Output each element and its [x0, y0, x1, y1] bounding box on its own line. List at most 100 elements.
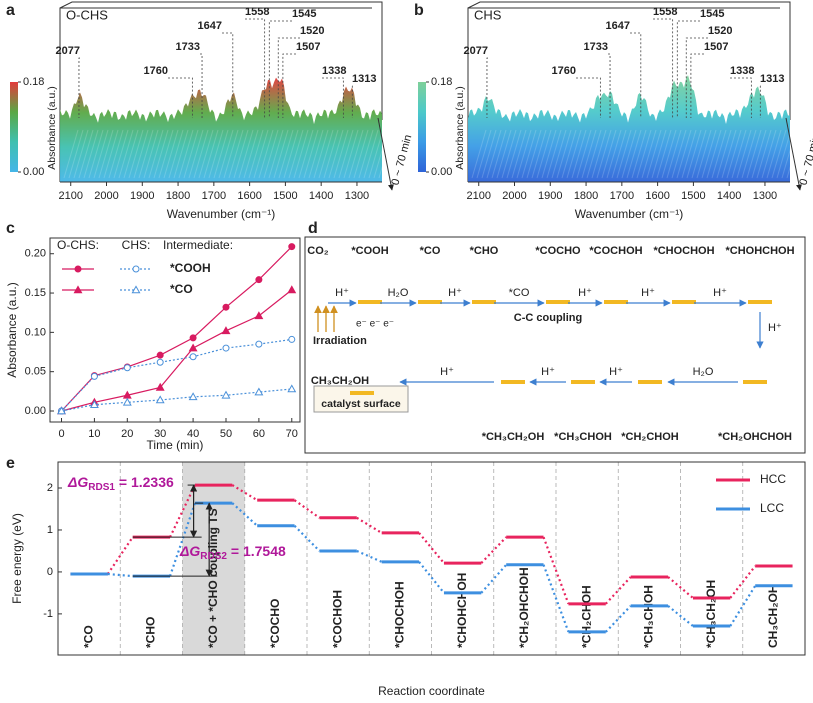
- surface-streak: [368, 129, 384, 179]
- surface-streak: [268, 129, 284, 179]
- x-tick-label: 10: [88, 428, 100, 440]
- annotation-text: = 1.2336: [115, 474, 174, 490]
- surface-streak: [373, 129, 389, 179]
- colorbar-label: Absorbance (a.u.): [46, 86, 58, 169]
- surface-streak: [263, 129, 279, 179]
- surface-streak: [283, 129, 299, 179]
- surface-streak: [198, 129, 214, 179]
- surface-streak: [781, 129, 797, 179]
- peak-label: 1313: [760, 73, 784, 85]
- marker: [222, 344, 230, 352]
- peak-label: 1338: [730, 65, 754, 77]
- surface-streak: [776, 129, 792, 179]
- surface-streak: [771, 129, 787, 179]
- surface-streak: [238, 129, 254, 179]
- x-tick-label: 1800: [166, 190, 190, 202]
- surface-streak: [686, 129, 702, 179]
- marker: [254, 387, 264, 396]
- surface-bar: [358, 300, 382, 304]
- category-label: *CH₃CH₂OH: [704, 580, 718, 648]
- surface-streak: [333, 129, 349, 179]
- legend-header: O-CHS:: [57, 238, 99, 252]
- colorbar-tick-label: 0.18: [23, 76, 44, 88]
- x-tick-label: 30: [154, 428, 166, 440]
- x-tick-label: 2000: [502, 190, 526, 202]
- connector: [480, 536, 507, 564]
- surface-streak: [328, 129, 344, 179]
- panel-label: b: [414, 2, 424, 19]
- colorbar-tick-label: 0.18: [431, 76, 452, 88]
- category-label: CH₃CH₂OH: [766, 584, 780, 648]
- surface-streak: [163, 129, 179, 179]
- surface-streak: [323, 129, 339, 179]
- connector: [542, 564, 570, 633]
- surface-streak: [601, 129, 617, 179]
- surface-bar: [546, 300, 570, 304]
- surface-label: catalyst surface: [321, 398, 401, 410]
- peak-label: 1338: [322, 65, 346, 77]
- x-tick-label: 1700: [202, 190, 226, 202]
- x-tick-label: 1900: [538, 190, 562, 202]
- panel-label: e: [6, 455, 15, 472]
- surface-streak: [208, 129, 224, 179]
- peak-label: 1733: [584, 41, 608, 53]
- marker: [288, 243, 296, 251]
- surface-streak: [756, 129, 772, 179]
- connector: [293, 525, 321, 552]
- connector: [667, 576, 694, 599]
- colorbar-label: Absorbance (a.u.): [454, 86, 466, 169]
- surface-streak: [516, 129, 532, 179]
- surface-streak: [338, 129, 354, 179]
- surface-bar: [604, 300, 628, 304]
- surface-streak: [661, 129, 677, 179]
- peak-label: 1647: [198, 20, 222, 32]
- colorbar: [10, 82, 18, 172]
- x-tick-label: 1300: [345, 190, 369, 202]
- step-label: H⁺: [609, 366, 623, 378]
- marker: [188, 343, 198, 352]
- surface-streak: [353, 129, 369, 179]
- category-label: *CHO: [144, 617, 158, 648]
- panel-label: a: [6, 2, 15, 19]
- connector: [605, 605, 632, 633]
- peak-leader: [653, 18, 674, 118]
- peak-leader: [322, 77, 344, 118]
- peak-label: 2077: [56, 45, 80, 57]
- surface-streak: [611, 129, 627, 179]
- surface-streak: [701, 129, 717, 179]
- surface-streak: [118, 129, 134, 179]
- series-line: [61, 388, 292, 412]
- colorbar: [418, 82, 426, 172]
- surface-streak: [303, 129, 319, 179]
- peak-label: 1520: [300, 25, 324, 37]
- step-label: H₂O: [693, 366, 714, 378]
- x-tick-label: 1700: [610, 190, 634, 202]
- annotation-symbol: ΔG: [179, 543, 200, 559]
- surface-streak: [536, 129, 552, 179]
- surface-streak: [203, 129, 219, 179]
- surface: [60, 77, 382, 182]
- x-axis-label: Time (min): [147, 438, 204, 452]
- x-tick-label: 1400: [717, 190, 741, 202]
- peak-label: 1507: [296, 41, 320, 53]
- surface-streak: [556, 129, 572, 179]
- annotation-symbol: ΔG: [67, 474, 88, 490]
- y-tick-label: 0.00: [25, 405, 46, 417]
- connector: [667, 605, 694, 627]
- step-label: *CO: [509, 287, 530, 299]
- peak-label: 1558: [245, 6, 269, 18]
- species-label: *CH₂CHOH: [621, 431, 679, 443]
- depth-axis: [785, 117, 802, 191]
- surface-streak: [621, 129, 637, 179]
- colorbar-tick-label: 0.00: [23, 166, 44, 178]
- surface-streak: [541, 129, 557, 179]
- surface-streak: [576, 129, 592, 179]
- y-tick-label: -1: [43, 608, 53, 620]
- surface-streak: [63, 129, 79, 179]
- surface-streak: [298, 129, 314, 179]
- marker: [132, 265, 140, 273]
- surface-streak: [228, 129, 244, 179]
- marker: [254, 311, 264, 320]
- surface-streak: [153, 129, 169, 179]
- step-label: H⁺: [448, 287, 462, 299]
